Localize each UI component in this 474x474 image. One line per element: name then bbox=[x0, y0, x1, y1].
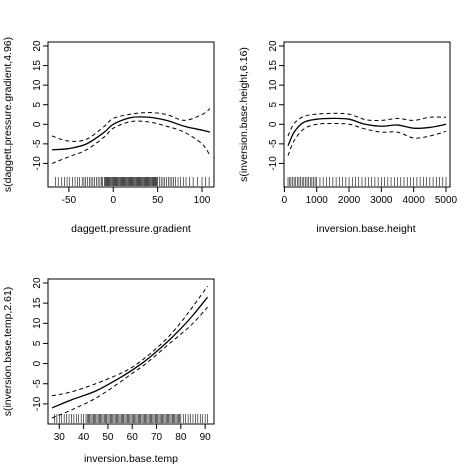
y-tick-label: -10 bbox=[32, 156, 43, 171]
x-tick-label: 60 bbox=[127, 432, 139, 443]
y-axis-label: s(inversion.base.height,6.16) bbox=[238, 47, 250, 182]
smooth-estimate-line bbox=[51, 116, 211, 151]
y-tick-label: 20 bbox=[32, 40, 43, 52]
y-tick-label: 5 bbox=[32, 340, 43, 346]
x-axis-label: inversion.base.height bbox=[316, 223, 415, 235]
plot-frame bbox=[283, 41, 451, 188]
y-tick-label: 10 bbox=[32, 79, 43, 91]
y-tick-label: 10 bbox=[268, 79, 279, 91]
plot-frame bbox=[47, 278, 215, 425]
y-tick-label: 5 bbox=[268, 101, 279, 107]
y-tick-label: 0 bbox=[32, 121, 43, 127]
smooth-estimate-line bbox=[287, 117, 447, 147]
x-tick-label: 0 bbox=[282, 195, 288, 206]
y-tick-label: -10 bbox=[32, 396, 43, 411]
y-tick-label: 20 bbox=[32, 277, 43, 289]
y-tick-label: 15 bbox=[268, 60, 279, 72]
upper-confidence-line bbox=[51, 285, 208, 397]
x-tick-label: 4000 bbox=[403, 195, 426, 206]
x-tick-label: 90 bbox=[200, 432, 212, 443]
x-tick-label: 50 bbox=[152, 195, 164, 206]
panel-inversion-base-temp: 30 40 50 60 70 80 90 -10 -5 0 5 10 15 20 inversion.ba… bbox=[2, 277, 215, 465]
x-tick-label: 50 bbox=[102, 432, 114, 443]
y-tick-label: 5 bbox=[32, 101, 43, 107]
x-axis-label: daggett.pressure.gradient bbox=[71, 223, 191, 235]
x-axis-label: inversion.base.temp bbox=[84, 453, 178, 465]
y-tick-label: 15 bbox=[32, 297, 43, 309]
x-tick-label: 5000 bbox=[435, 195, 458, 206]
x-tick-label: 1000 bbox=[306, 195, 329, 206]
x-tick-label: 0 bbox=[110, 195, 116, 206]
x-tick-label: -50 bbox=[62, 195, 77, 206]
x-tick-label: 3000 bbox=[370, 195, 393, 206]
upper-confidence-line bbox=[51, 108, 211, 142]
upper-confidence-line bbox=[287, 112, 447, 137]
y-tick-label: -10 bbox=[268, 156, 279, 171]
x-tick-label: 100 bbox=[194, 195, 211, 206]
x-tick-label: 2000 bbox=[338, 195, 361, 206]
x-tick-label: 40 bbox=[78, 432, 90, 443]
lower-confidence-line bbox=[51, 306, 208, 419]
y-tick-label: 15 bbox=[32, 60, 43, 72]
plot-marks: 30 40 50 60 70 80 90 -10 -5 0 5 10 15 20 bbox=[32, 277, 211, 443]
y-tick-label: -5 bbox=[32, 379, 43, 388]
plot-marks: 0 1000 2000 3000 4000 5000 -10 -5 0 5 10 15 20 bbox=[268, 40, 458, 206]
y-axis-label: s(daggett.pressure.gradient,4.96) bbox=[2, 37, 14, 192]
x-tick-label: 80 bbox=[175, 432, 187, 443]
plot-frame bbox=[47, 41, 215, 188]
smooth-estimate-line bbox=[51, 296, 209, 409]
y-tick-label: 20 bbox=[268, 40, 279, 52]
y-tick-label: -5 bbox=[268, 139, 279, 148]
lower-confidence-line bbox=[51, 120, 211, 164]
x-tick-label: 30 bbox=[54, 432, 66, 443]
x-tick-label: 70 bbox=[151, 432, 163, 443]
panel-inversion-base-height: 0 1000 2000 3000 4000 5000 -10 -5 0 5 10 15 20 inver… bbox=[238, 40, 458, 235]
y-tick-label: 0 bbox=[32, 360, 43, 366]
y-axis-label: s(inversion.base.temp,2.61) bbox=[2, 287, 14, 417]
lower-confidence-line bbox=[287, 122, 447, 156]
y-tick-label: 0 bbox=[268, 121, 279, 127]
y-tick-label: 10 bbox=[32, 317, 43, 329]
y-tick-label: -5 bbox=[32, 139, 43, 148]
